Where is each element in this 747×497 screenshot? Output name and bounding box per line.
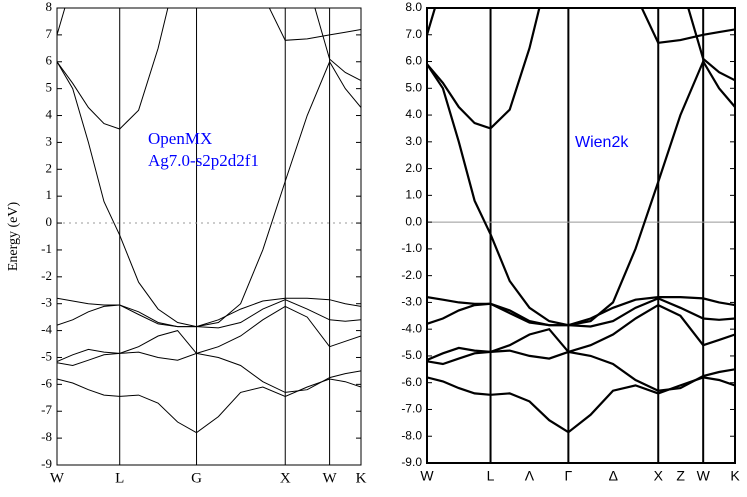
y-tick-label: 6 xyxy=(46,53,53,68)
y-tick-label: 2 xyxy=(46,160,53,175)
band xyxy=(57,351,361,393)
band xyxy=(427,349,735,392)
y-tick-label: -3 xyxy=(41,295,52,310)
x-tick-label: W xyxy=(420,468,434,484)
y-tick-label: 7 xyxy=(46,26,53,41)
y-tick-label: 1.0 xyxy=(405,188,422,202)
y-tick-label: 6.0 xyxy=(405,54,422,68)
y-tick-label: 5.0 xyxy=(405,80,422,94)
y-tick-label: -9.0 xyxy=(401,455,422,469)
y-tick-label: 3 xyxy=(46,133,53,148)
y-tick-label: -2 xyxy=(41,268,52,283)
x-tick-label: Z xyxy=(676,468,685,484)
y-tick-label: -4 xyxy=(41,322,52,337)
band xyxy=(57,378,361,434)
y-tick-label: -8.0 xyxy=(401,428,422,442)
band xyxy=(57,8,361,82)
y-tick-label: 8 xyxy=(46,0,53,14)
y-tick-label: -7 xyxy=(41,402,52,417)
x-tick-label: Δ xyxy=(609,468,618,484)
y-tick-label: 0.0 xyxy=(405,214,422,228)
y-tick-label: 8.0 xyxy=(405,0,422,14)
annotation: Wien2k xyxy=(575,134,629,151)
band xyxy=(427,59,735,327)
y-tick-label: -5.0 xyxy=(401,348,422,362)
y-tick-label: 4 xyxy=(46,107,53,122)
y-tick-label: -2.0 xyxy=(401,268,422,282)
band xyxy=(57,299,361,329)
x-tick-label: W xyxy=(697,468,711,484)
x-tick-label: W xyxy=(50,470,65,486)
y-tick-label: 0 xyxy=(46,214,53,229)
x-tick-label: W xyxy=(323,470,338,486)
band xyxy=(427,303,735,362)
y-tick-label: -6.0 xyxy=(401,375,422,389)
y-tick-label: -9 xyxy=(41,456,52,471)
y-tick-label: -4.0 xyxy=(401,321,422,335)
y-tick-label: 7.0 xyxy=(405,27,422,41)
y-tick-label: 2.0 xyxy=(405,161,422,175)
band xyxy=(57,8,361,130)
band xyxy=(57,60,361,328)
y-tick-label: 3.0 xyxy=(405,134,422,148)
x-tick-label: Λ xyxy=(525,468,535,484)
x-tick-label: L xyxy=(115,470,124,486)
x-tick-label: K xyxy=(730,468,740,484)
annotation: OpenMX xyxy=(148,129,212,148)
y-tick-label: -3.0 xyxy=(401,295,422,309)
y-tick-label: -8 xyxy=(41,429,52,444)
y-tick-label: 1 xyxy=(46,187,53,202)
band xyxy=(57,305,361,362)
band xyxy=(427,8,735,82)
y-tick-label: -7.0 xyxy=(401,402,422,416)
y-tick-label: -5 xyxy=(41,348,52,363)
y-axis-label: Energy (eV) xyxy=(6,202,21,272)
x-tick-label: X xyxy=(280,470,291,486)
x-tick-label: K xyxy=(356,470,367,486)
plot-frame xyxy=(56,7,362,466)
x-tick-label: L xyxy=(487,468,495,484)
band xyxy=(427,8,735,130)
y-tick-label: -1.0 xyxy=(401,241,422,255)
band xyxy=(427,376,735,434)
band xyxy=(57,297,361,328)
y-tick-label: 5 xyxy=(46,80,53,95)
y-tick-label: -1 xyxy=(41,241,52,256)
x-tick-label: G xyxy=(191,470,202,486)
y-tick-label: 4.0 xyxy=(405,107,422,121)
annotation: Ag7.0-s2p2d2f1 xyxy=(148,151,259,170)
plot-frame xyxy=(426,7,736,464)
x-tick-label: Γ xyxy=(565,468,573,484)
x-tick-label: X xyxy=(654,468,664,484)
y-tick-label: -6 xyxy=(41,375,52,390)
